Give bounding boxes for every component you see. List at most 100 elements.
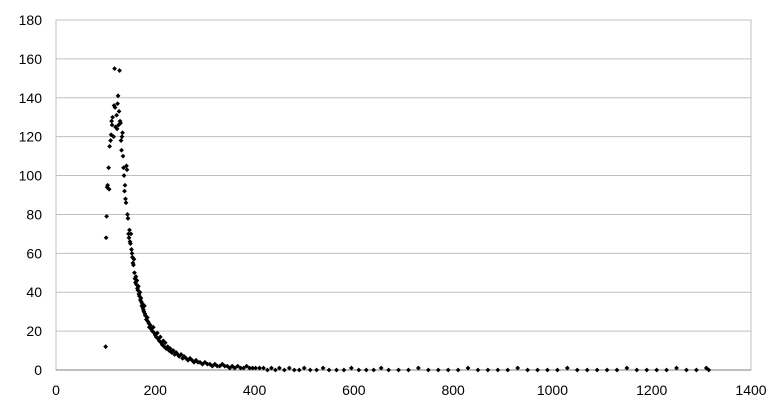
data-point — [147, 322, 153, 328]
data-point — [124, 163, 129, 169]
data-point — [415, 365, 421, 371]
data-point — [341, 367, 347, 373]
data-point — [128, 231, 134, 237]
data-point — [250, 365, 255, 371]
x-tick-label: 400 — [243, 382, 267, 398]
data-point — [154, 330, 160, 336]
data-point — [261, 365, 266, 371]
data-point — [307, 367, 313, 373]
y-tick-label: 180 — [19, 12, 43, 28]
data-point — [129, 250, 135, 256]
data-point — [162, 340, 168, 346]
data-point — [684, 367, 689, 373]
data-point — [169, 350, 175, 355]
data-point — [119, 134, 125, 140]
data-point — [202, 359, 208, 365]
data-point — [276, 365, 282, 371]
data-point — [485, 367, 491, 373]
data-point — [495, 367, 501, 373]
data-point — [137, 289, 143, 295]
y-tick-label: 140 — [19, 90, 43, 106]
data-point — [455, 367, 461, 373]
x-tick-label: 600 — [342, 382, 366, 398]
data-point — [693, 367, 699, 373]
data-point — [112, 105, 118, 110]
data-point — [173, 350, 179, 355]
data-point — [320, 365, 326, 371]
data-point — [584, 367, 590, 373]
y-tick-label: 100 — [19, 168, 43, 184]
data-point — [106, 165, 112, 171]
data-point — [674, 365, 679, 371]
data-point — [128, 241, 133, 247]
data-point — [189, 357, 195, 363]
data-point — [115, 93, 121, 99]
gridlines — [56, 58, 751, 332]
data-point — [247, 365, 253, 371]
data-point — [238, 365, 244, 371]
y-tick-label: 20 — [26, 323, 42, 339]
data-point — [123, 196, 128, 202]
data-point — [150, 324, 156, 330]
data-point — [378, 365, 384, 371]
data-point — [129, 247, 134, 252]
data-point — [125, 215, 131, 221]
data-point — [159, 342, 165, 348]
data-point — [135, 287, 141, 293]
data-point — [127, 227, 132, 233]
data-point — [133, 280, 138, 285]
y-tick-label: 60 — [26, 245, 42, 261]
data-point — [207, 361, 213, 367]
data-point — [137, 297, 143, 303]
data-point — [425, 367, 431, 373]
data-point — [105, 182, 111, 188]
data-point — [157, 334, 163, 340]
data-point — [564, 365, 570, 371]
data-point — [334, 367, 339, 373]
data-point — [141, 303, 147, 309]
data-point — [624, 365, 630, 371]
data-point — [158, 340, 164, 346]
x-tick-label: 1000 — [537, 382, 568, 398]
data-point — [114, 126, 120, 132]
data-point — [119, 147, 124, 153]
data-point — [108, 138, 114, 143]
y-tick-label: 80 — [26, 206, 42, 222]
data-point — [273, 367, 278, 373]
data-point — [112, 66, 117, 72]
data-points — [103, 66, 712, 373]
data-point — [197, 359, 203, 365]
data-point — [185, 357, 191, 363]
data-point — [706, 367, 712, 373]
data-point — [133, 274, 139, 280]
x-tick-label: 0 — [52, 382, 60, 398]
data-point — [115, 101, 120, 107]
data-point — [314, 367, 320, 373]
data-point — [386, 367, 392, 373]
data-point — [136, 283, 141, 289]
x-axis-tick-labels: 0 200 400 600 800 1000 1200 1400 — [52, 382, 767, 398]
data-point — [205, 361, 210, 367]
data-point — [108, 132, 114, 138]
data-point — [291, 367, 297, 373]
data-point — [574, 367, 580, 373]
y-tick-label: 40 — [26, 284, 42, 300]
data-point — [123, 200, 129, 206]
data-point — [445, 367, 451, 373]
data-point — [235, 363, 241, 369]
data-point — [614, 367, 620, 373]
data-point — [193, 357, 199, 363]
data-point — [104, 213, 110, 219]
data-point — [131, 256, 137, 262]
data-point — [103, 344, 109, 350]
data-point — [132, 270, 137, 276]
y-axis-tick-labels: 0 20 40 60 80 100 120 140 160 180 — [19, 12, 43, 378]
data-point — [124, 167, 130, 173]
data-point — [152, 332, 158, 338]
data-point — [535, 367, 540, 373]
data-point — [180, 355, 185, 361]
data-point — [110, 114, 115, 120]
data-point — [232, 365, 238, 371]
data-point — [103, 235, 109, 241]
